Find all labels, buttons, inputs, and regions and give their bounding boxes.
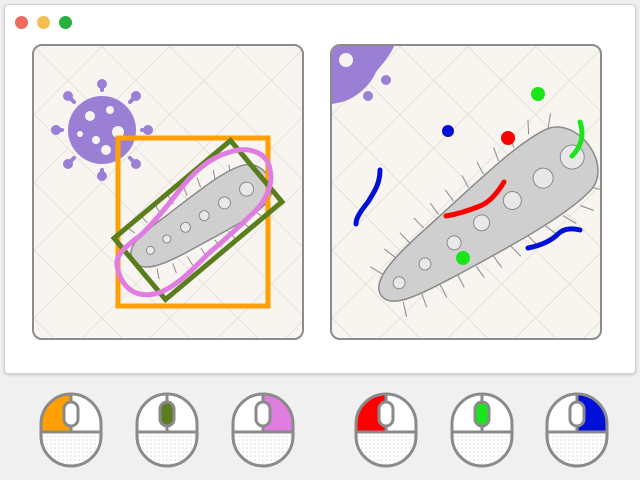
mouse-icon [545, 392, 609, 468]
maximize-window-icon[interactable] [59, 16, 72, 29]
green-dot-annotation[interactable] [531, 87, 545, 101]
mouse-icon [135, 392, 199, 468]
left-image-panel[interactable] [32, 44, 304, 340]
mouse-button-left-red[interactable] [352, 390, 420, 470]
mouse-icon [354, 392, 418, 468]
left-scene [51, 79, 286, 309]
close-window-icon[interactable] [15, 16, 28, 29]
mouse-button-scroll-olive[interactable] [133, 390, 201, 470]
mouse-button-right-blue[interactable] [543, 390, 611, 470]
mouse-icon [39, 392, 103, 468]
green-dot-annotation[interactable] [456, 251, 470, 265]
minimize-window-icon[interactable] [37, 16, 50, 29]
blue-dot-annotation[interactable] [442, 125, 454, 137]
red-stroke-annotation[interactable] [443, 179, 507, 219]
red-dot-annotation[interactable] [501, 131, 515, 145]
green-arc-annotation[interactable] [569, 119, 585, 159]
virus-icon [51, 79, 153, 181]
mouse-icon [231, 392, 295, 468]
blue-squiggle-annotation[interactable] [525, 226, 583, 251]
right-image-panel[interactable] [330, 44, 602, 340]
right-scene [332, 46, 600, 318]
pink-outline-annotation[interactable] [114, 147, 274, 298]
mouse-button-right-pink[interactable] [229, 390, 297, 470]
bacterium-icon [369, 113, 600, 318]
virus-icon [332, 46, 394, 104]
blue-squiggle-annotation[interactable] [353, 167, 383, 227]
mouse-button-left-orange[interactable] [37, 390, 105, 470]
mouse-button-scroll-green[interactable] [448, 390, 516, 470]
mouse-icon [450, 392, 514, 468]
green-rotated-box-annotation[interactable] [110, 136, 286, 304]
orange-box-annotation[interactable] [115, 135, 271, 309]
